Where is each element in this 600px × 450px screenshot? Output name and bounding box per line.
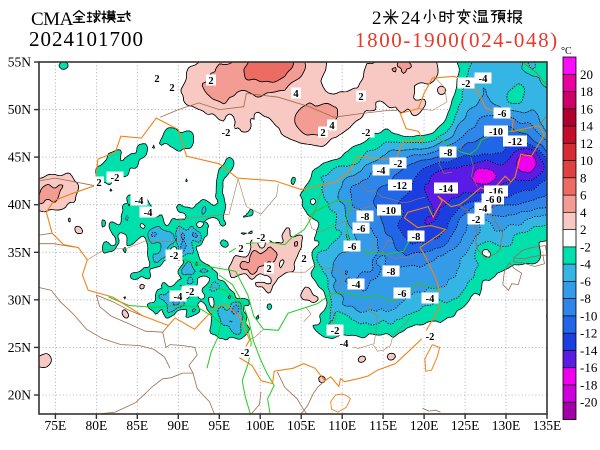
svg-text:-2: -2 [222,128,231,139]
svg-text:10: 10 [580,153,593,168]
svg-text:40N: 40N [8,197,32,212]
svg-text:2: 2 [238,244,243,255]
svg-text:CMA: CMA [31,9,74,30]
svg-text:45N: 45N [8,150,32,165]
svg-text:6: 6 [580,188,587,203]
svg-text:2: 2 [301,254,306,265]
svg-text:20: 20 [580,67,593,82]
svg-text:2: 2 [320,128,325,139]
svg-text:130E: 130E [492,418,521,433]
svg-text:-16: -16 [489,187,503,198]
svg-text:-8: -8 [361,212,370,223]
svg-text:-4: -4 [426,294,435,305]
svg-text:-4: -4 [174,292,183,303]
svg-text:-2: -2 [331,326,340,337]
svg-text:12: 12 [580,136,593,151]
svg-text:-10: -10 [382,206,396,217]
svg-text:100E: 100E [246,418,275,433]
svg-text:18: 18 [580,84,593,99]
svg-text:30N: 30N [8,292,32,307]
svg-text:50N: 50N [8,102,32,117]
svg-text:2: 2 [96,178,101,189]
svg-text:-20: -20 [580,395,597,410]
svg-text:-2: -2 [580,239,591,254]
svg-text:-2: -2 [462,79,471,90]
svg-text:2024101700: 2024101700 [29,27,144,51]
svg-text:4: 4 [293,89,299,100]
svg-text:-4: -4 [479,204,488,215]
svg-text:-8: -8 [444,148,453,159]
svg-text:-4: -4 [135,196,144,207]
svg-text:-2: -2 [362,128,371,139]
svg-text:2: 2 [154,74,159,85]
svg-text:-6: -6 [357,224,366,235]
svg-text:-14: -14 [439,184,454,195]
svg-text:125E: 125E [451,418,480,433]
svg-text:°C: °C [561,46,572,57]
svg-text:-2: -2 [170,251,179,262]
svg-text:2: 2 [580,222,587,237]
svg-text:-4: -4 [340,339,349,350]
svg-text:115E: 115E [369,418,397,433]
svg-text:1800-1900(024-048): 1800-1900(024-048) [355,28,559,52]
svg-text:4: 4 [580,205,587,220]
svg-text:0: 0 [496,195,501,206]
svg-text:-8: -8 [387,267,396,278]
svg-text:-16: -16 [580,360,598,375]
svg-text:-10: -10 [489,127,503,138]
svg-text:-6: -6 [486,195,495,206]
svg-text:-6: -6 [498,109,507,120]
svg-text:4: 4 [329,121,335,132]
svg-text:-2: -2 [111,173,120,184]
svg-text:-14: -14 [580,343,598,358]
svg-text:80E: 80E [86,418,108,433]
svg-text:20N: 20N [8,388,32,403]
svg-text:-4: -4 [479,74,488,85]
svg-text:-4: -4 [377,166,386,177]
svg-text:-8: -8 [412,232,421,243]
svg-text:-2: -2 [186,287,195,298]
svg-text:2: 2 [358,92,363,103]
svg-text:2: 2 [169,83,174,94]
svg-text:95E: 95E [208,418,230,433]
svg-text:8: 8 [580,170,587,185]
svg-text:105E: 105E [287,418,316,433]
svg-text:-2: -2 [426,332,435,343]
svg-text:135E: 135E [533,418,562,433]
svg-text:-2: -2 [241,348,250,359]
svg-text:2: 2 [208,76,213,87]
svg-text:-4: -4 [144,208,153,219]
svg-text:-12: -12 [393,181,407,192]
svg-text:-12: -12 [580,326,597,341]
svg-text:-6: -6 [398,289,407,300]
svg-text:120E: 120E [410,418,439,433]
svg-text:-4: -4 [580,257,591,272]
svg-text:2: 2 [266,264,271,275]
svg-text:35N: 35N [8,245,32,260]
svg-text:-6: -6 [580,274,591,289]
svg-text:14: 14 [580,119,594,134]
svg-text:-2: -2 [257,233,266,244]
svg-text:110E: 110E [328,418,356,433]
svg-text:-10: -10 [580,308,597,323]
svg-text:-2: -2 [394,159,403,170]
svg-text:90E: 90E [167,418,189,433]
svg-text:25N: 25N [8,340,32,355]
svg-text:-2: -2 [472,215,481,226]
svg-text:-8: -8 [580,291,591,306]
svg-text:-18: -18 [580,377,597,392]
svg-text:-4: -4 [352,280,361,291]
svg-text:-12: -12 [508,137,522,148]
svg-text:16: 16 [580,101,594,116]
svg-text:2: 2 [372,8,382,29]
svg-text:-6: -6 [348,242,357,253]
svg-text:55N: 55N [8,55,32,70]
svg-text:24: 24 [401,8,421,29]
svg-text:75E: 75E [45,418,67,433]
svg-text:85E: 85E [126,418,148,433]
